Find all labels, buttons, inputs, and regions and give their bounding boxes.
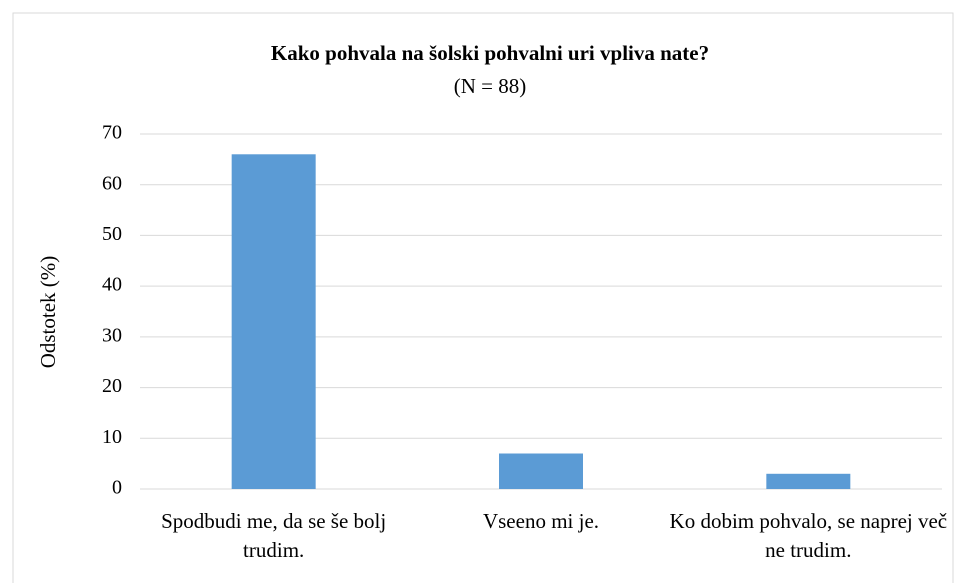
y-tick-label: 20: [102, 375, 122, 397]
y-tick-label: 10: [102, 426, 122, 448]
x-tick-label: Ko dobim pohvalo, se naprej več ne trudi…: [669, 509, 948, 562]
y-tick-label: 60: [102, 172, 122, 194]
y-tick-label: 30: [102, 324, 122, 346]
x-tick-label: Spodbudi me, da se še bolj trudim.: [161, 509, 387, 562]
y-tick-label: 40: [102, 274, 122, 296]
y-axis-label: Odstotek (%): [36, 256, 60, 369]
chart-subtitle: (N = 88): [454, 74, 527, 98]
chart-frame: [12, 12, 954, 583]
bar: [231, 154, 316, 490]
y-tick-label: 50: [102, 223, 122, 245]
y-tick-label: 70: [102, 122, 122, 144]
bar: [499, 453, 583, 489]
y-tick-label: 0: [112, 477, 122, 499]
chart-title: Kako pohvala na šolski pohvalni uri vpli…: [271, 41, 709, 65]
bar: [766, 473, 851, 489]
x-tick-label: Vseeno mi je.: [482, 509, 600, 533]
